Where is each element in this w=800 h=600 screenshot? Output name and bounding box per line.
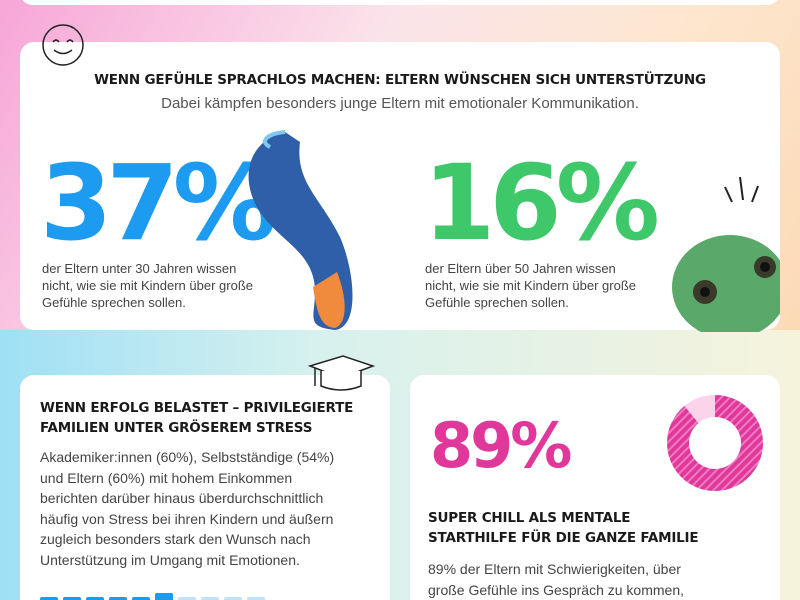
text-line: zugleich besonders stark den Wunsch nach (40, 531, 311, 547)
section-text: Akademiker:innen (60%), Selbstständige (… (40, 447, 334, 570)
text-line: der Eltern unter 30 Jahren wissen (42, 261, 237, 276)
text-line: häufig von Stress bei ihren Kindern und … (40, 510, 334, 527)
card-3: 89% SUPER CHILL ALS MENTALE STARTHILFE F… (410, 375, 780, 600)
stat-text: der Eltern über 50 Jahren wissen nicht, … (425, 260, 636, 311)
section-title: WENN ERFOLG BELASTET – PRIVILEGIERTE FAM… (40, 398, 353, 438)
card-1: WENN GEFÜHLE SPRACHLOS MACHEN: ELTERN WÜ… (20, 42, 780, 332)
donut-arc (667, 395, 763, 491)
smiley-icon (42, 24, 84, 66)
section-text: 89% der Eltern mit Schwierigkeiten, über… (428, 559, 684, 600)
stat-value: 37% (40, 142, 277, 264)
text-line: nicht, wie sie mit Kindern über große (42, 278, 253, 293)
text-line: berichten darüber hinaus überdurchschnit… (40, 490, 324, 506)
text-line: große Gefühle ins Gespräch zu kommen, (428, 582, 685, 598)
text-line: nicht, wie sie mit Kindern über große (425, 278, 636, 293)
title-line: FAMILIEN UNTER GRÖSEREM STRESS (40, 420, 313, 436)
donut-remainder (684, 395, 716, 424)
card-2: WENN ERFOLG BELASTET – PRIVILEGIERTE FAM… (20, 375, 390, 600)
text-line: 89% der Eltern mit Schwierigkeiten, über (428, 561, 681, 577)
title-line: SUPER CHILL ALS MENTALE (428, 510, 631, 526)
monster-illustration (672, 176, 780, 332)
tentacle-illustration (248, 130, 353, 330)
stat-value: 16% (423, 142, 660, 264)
text-line: und Eltern (60%) mit hohem Einkommen (40, 469, 293, 486)
graduation-cap-icon (307, 355, 376, 391)
top-card (20, 0, 780, 5)
section-subtitle: Dabei kämpfen besonders junge Eltern mit… (161, 95, 639, 112)
title-line: STARTHILFE FÜR DIE GANZE FAMILIE (428, 530, 699, 546)
title-line: WENN ERFOLG BELASTET – PRIVILEGIERTE (40, 400, 354, 416)
donut-label: 89% (430, 409, 572, 482)
text-line: Gefühle sprechen sollen. (425, 295, 569, 310)
text-line: der Eltern über 50 Jahren wissen (425, 261, 616, 276)
stat-text: der Eltern unter 30 Jahren wissen nicht,… (42, 260, 253, 311)
section-title: WENN GEFÜHLE SPRACHLOS MACHEN: ELTERN WÜ… (94, 72, 706, 88)
text-line: Akademiker:innen (60%), Selbstständige (… (40, 449, 335, 465)
donut-chart (667, 395, 763, 491)
section-title: SUPER CHILL ALS MENTALE STARTHILFE FÜR D… (428, 508, 699, 548)
text-line: Gefühle sprechen sollen. (42, 295, 186, 310)
text-line: Unterstützung im Umgang mit Emotionen. (40, 551, 300, 568)
progress-decoration (40, 593, 265, 600)
